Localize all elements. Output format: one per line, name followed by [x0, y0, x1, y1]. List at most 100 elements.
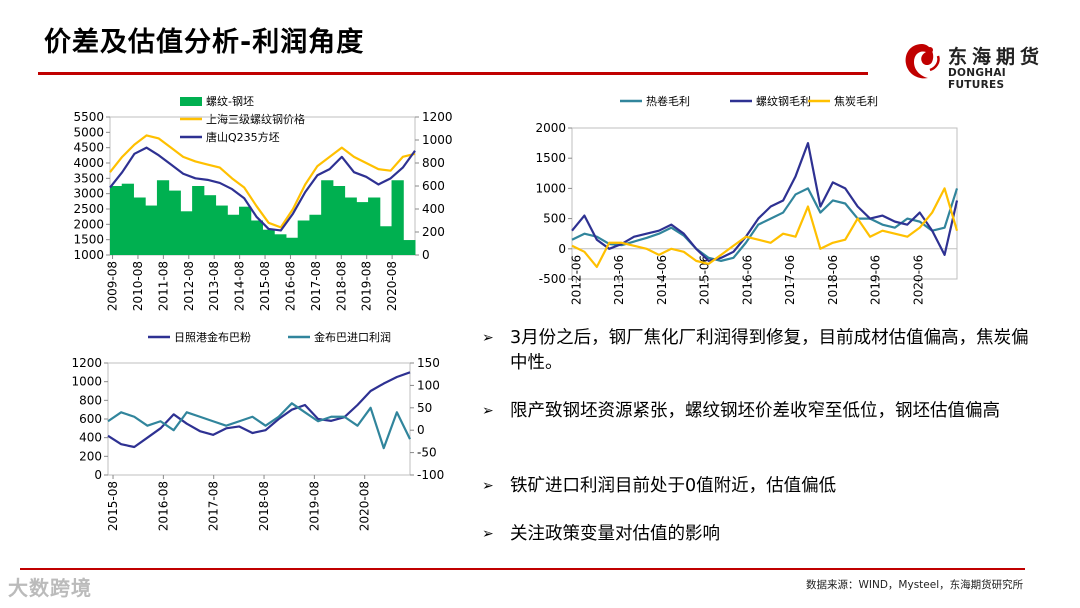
- y-tick-label: 0: [94, 468, 102, 482]
- bullet-text: 3月份之后，钢厂焦化厂利润得到修复，目前成材估值偏高，焦炭偏中性。: [510, 328, 1029, 373]
- y-right-tick-label: 1200: [422, 110, 453, 124]
- area-bar: [145, 205, 158, 255]
- y-tick-label: 4000: [73, 156, 104, 170]
- area-bar: [297, 220, 310, 255]
- company-logo: 东海期货 DONGHAI FUTURES: [900, 40, 1060, 91]
- y-right-tick-label: 150: [417, 356, 440, 370]
- area-bar: [332, 186, 346, 255]
- x-tick-label: 2019-08: [307, 481, 321, 531]
- area-bar: [344, 197, 357, 255]
- series-line-1: [107, 402, 411, 450]
- arrow-bullet-icon: ➢: [482, 330, 494, 346]
- legend-label-0: 日照港金布巴粉: [174, 330, 251, 344]
- dragon-logo-icon: [905, 44, 940, 79]
- footer-divider: [20, 568, 1025, 570]
- x-tick-label: 2010-08: [131, 261, 145, 311]
- series-line-1: [109, 134, 416, 229]
- area-bar: [168, 190, 181, 255]
- logo-cn-text: 东海期货: [948, 46, 1045, 68]
- arrow-bullet-icon: ➢: [482, 403, 494, 419]
- y-tick-label: 2500: [73, 202, 104, 216]
- area-bar: [391, 180, 404, 255]
- y-tick-label: 3000: [73, 187, 104, 201]
- x-tick-label: 2018-08: [334, 261, 348, 311]
- area-bar: [403, 240, 416, 255]
- x-tick-label: 2012-08: [182, 261, 196, 311]
- plot-frame: [571, 127, 958, 280]
- area-bar: [368, 197, 381, 255]
- x-tick-label: 2013-06: [612, 255, 626, 305]
- y-tick-label: -500: [539, 272, 566, 286]
- chart2-legend: 热卷毛利 螺纹钢毛利 焦炭毛利: [620, 94, 878, 108]
- legend-label-2: 焦炭毛利: [834, 95, 878, 108]
- series-line-2: [109, 146, 416, 232]
- area-bar: [250, 220, 263, 255]
- y-right-tick-label: 800: [422, 156, 445, 170]
- y-tick-label: 500: [543, 212, 566, 226]
- bullet-text: 关注政策变量对估值的影响: [510, 524, 720, 544]
- y-tick-label: 4500: [73, 141, 104, 155]
- area-bar: [356, 202, 369, 255]
- x-tick-label: 2016-06: [740, 255, 754, 305]
- x-tick-label: 2016-08: [156, 481, 170, 531]
- x-tick-label: 2009-08: [106, 261, 120, 311]
- y-tick-label: 1000: [73, 248, 104, 262]
- x-tick-label: 2011-08: [156, 261, 170, 311]
- area-bar: [379, 226, 393, 255]
- y-tick-label: 5500: [73, 110, 104, 124]
- chart-iron-ore: 日照港金布巴粉 金布巴进口利润 020040060080010001200-100…: [71, 330, 444, 531]
- legend-label-1: 金布巴进口利润: [314, 330, 391, 344]
- x-tick-label: 2020-08: [385, 261, 399, 311]
- area-bar: [239, 206, 252, 255]
- x-tick-label: 2018-06: [826, 255, 840, 305]
- logo-en-text: DONGHAI FUTURES: [948, 67, 1006, 91]
- area-bar: [274, 234, 287, 255]
- area-bar: [180, 211, 193, 255]
- x-tick-label: 2019-06: [869, 255, 883, 305]
- y-tick-label: 400: [79, 431, 102, 445]
- page-title: 价差及估值分析-利润角度: [44, 27, 365, 58]
- x-tick-label: 2017-08: [309, 261, 323, 311]
- legend-label-1: 上海三级螺纹钢价格: [206, 112, 305, 126]
- y-tick-label: 2000: [73, 217, 104, 231]
- area-bar: [227, 214, 240, 255]
- legend-swatch-0: [180, 97, 202, 106]
- chart-steel-margins: 热卷毛利 螺纹钢毛利 焦炭毛利 -500 0 500 1000 1500 2000 2012-0…: [535, 94, 959, 305]
- x-tick-label: 2019-08: [360, 261, 374, 311]
- x-tick-label: 2015-08: [106, 481, 120, 531]
- x-tick-label: 2015-06: [698, 255, 712, 305]
- x-tick-label: 2017-08: [207, 481, 221, 531]
- series-line-1: [571, 141, 959, 262]
- y-right-tick-label: 0: [417, 423, 425, 437]
- y-tick-label: 200: [79, 449, 102, 463]
- x-tick-label: 2014-08: [233, 261, 247, 311]
- area-bar: [156, 180, 170, 255]
- x-tick-label: 2020-08: [358, 481, 372, 531]
- y-right-tick-label: -100: [417, 468, 444, 482]
- bullet-text: 限产致钢坯资源紧张，螺纹钢坯价差收窄至低位，钢坯估值偏高: [510, 401, 1000, 421]
- series-line-0: [571, 187, 959, 262]
- legend-label-1: 螺纹钢毛利: [756, 94, 811, 108]
- y-right-tick-label: 600: [422, 179, 445, 193]
- source-note: 数据来源：WIND，Mysteel，东海期货研究所: [806, 579, 1024, 591]
- area-bar: [121, 183, 134, 255]
- legend-label-0: 螺纹-钢坯: [206, 94, 254, 108]
- x-tick-label: 2014-06: [655, 255, 669, 305]
- series-line-2: [571, 187, 959, 269]
- area-bar: [262, 229, 275, 255]
- area-bar: [215, 205, 228, 255]
- y-tick-label: 3500: [73, 171, 104, 185]
- area-bar: [133, 197, 146, 255]
- area-bar: [192, 186, 205, 255]
- legend-label-0: 热卷毛利: [646, 94, 690, 108]
- x-tick-label: 2017-06: [783, 255, 797, 305]
- bullet-text: 铁矿进口利润目前处于0值附近，估值偏低: [510, 476, 837, 496]
- area-bar: [321, 180, 334, 255]
- y-tick-label: 1500: [73, 233, 104, 247]
- y-tick-label: 600: [79, 412, 102, 426]
- y-tick-label: 1200: [71, 356, 102, 370]
- x-tick-label: 2013-08: [207, 261, 221, 311]
- chart3-legend: 日照港金布巴粉 金布巴进口利润: [148, 330, 391, 344]
